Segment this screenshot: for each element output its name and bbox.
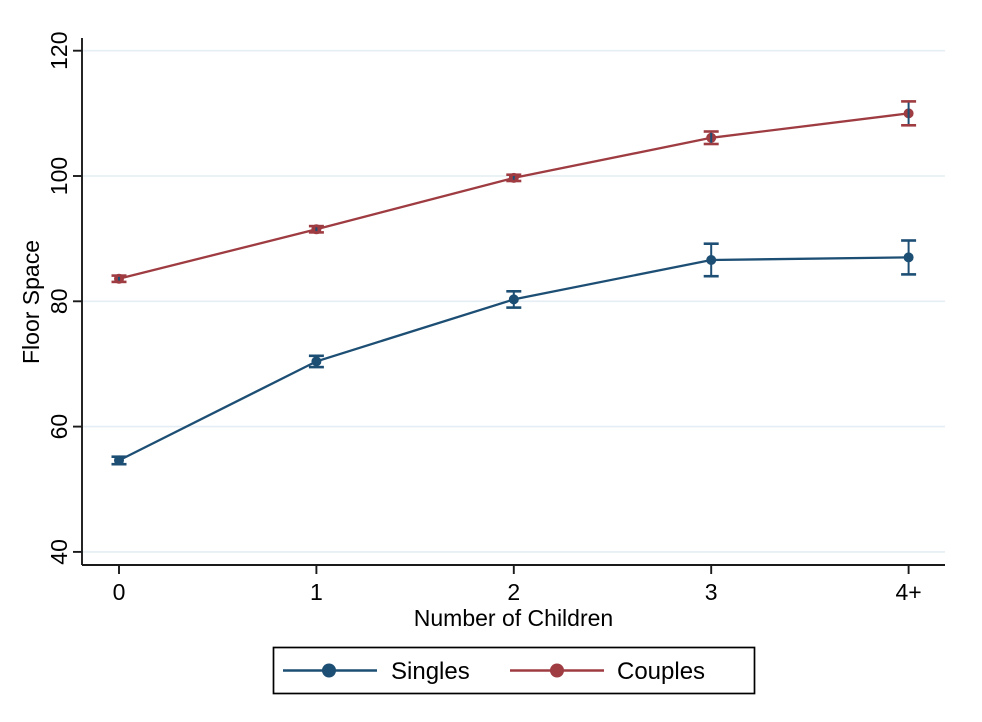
x-tick-label: 1	[310, 579, 323, 605]
legend-label-couples: Couples	[617, 658, 705, 685]
x-tick-label: 3	[705, 579, 718, 605]
legend-marker-singles	[322, 663, 336, 678]
y-tick-label: 60	[46, 414, 72, 440]
y-tick-labels: 40 60 80 100 120	[46, 32, 72, 565]
legend-label-singles: Singles	[391, 658, 470, 685]
legend-marker-couples	[550, 663, 564, 678]
x-tick-labels: 0 1 2 3 4+	[113, 579, 922, 605]
x-tick-label: 0	[113, 579, 126, 605]
legend: Singles Couples	[272, 646, 756, 695]
axes	[73, 38, 945, 574]
x-tick-label: 4+	[895, 579, 921, 605]
y-axis-title: Floor Space	[18, 240, 44, 364]
y-tick-label: 40	[46, 539, 72, 565]
series-line-singles	[118, 256, 909, 462]
y-tick-label: 100	[46, 157, 72, 195]
y-tick-label: 120	[46, 32, 72, 70]
series-layer	[111, 100, 917, 466]
x-axis-title: Number of Children	[414, 605, 613, 631]
series-line-couples	[118, 112, 909, 280]
x-tick-label: 2	[507, 579, 520, 605]
y-tick-label: 80	[46, 289, 72, 315]
